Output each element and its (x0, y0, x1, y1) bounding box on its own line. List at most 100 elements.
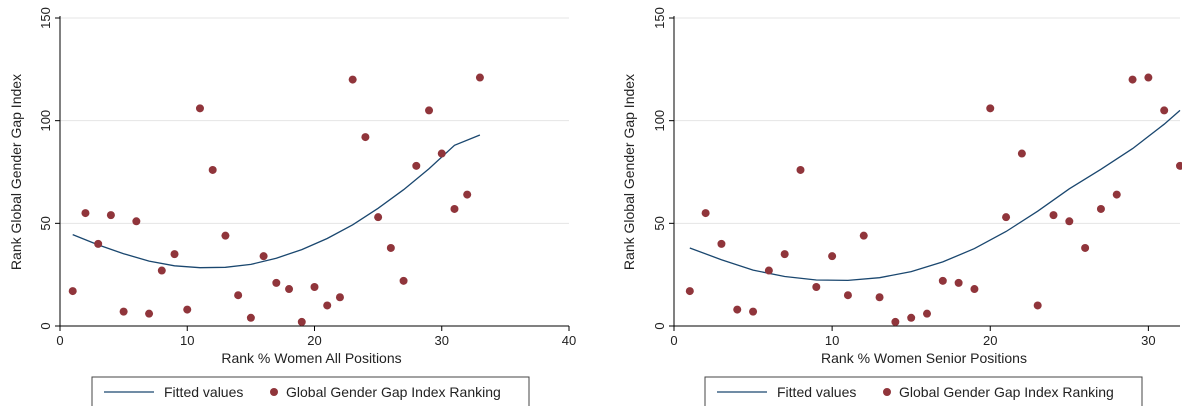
x-tick-label: 30 (1141, 333, 1155, 348)
data-point (132, 217, 141, 226)
data-point (907, 313, 916, 322)
data-point (348, 75, 357, 84)
legend: Fitted values Global Gender Gap Index Ran… (91, 376, 530, 406)
data-point (938, 276, 947, 285)
data-point (145, 309, 154, 318)
data-point (183, 305, 192, 314)
x-axis-title: Rank % Women All Positions (221, 350, 401, 366)
data-point (717, 239, 726, 248)
y-tick-label: 150 (652, 7, 667, 29)
legend-points-label: Global Gender Gap Index Ranking (899, 384, 1114, 400)
y-axis-title: Rank Global Gender Gap Index (8, 74, 24, 270)
data-point (81, 209, 90, 218)
data-point (685, 287, 694, 296)
data-point (437, 149, 446, 158)
data-point (106, 211, 115, 220)
data-point (923, 309, 931, 318)
legend-marker-swatch (270, 388, 278, 396)
data-point (1112, 190, 1121, 199)
x-tick-label: 40 (562, 333, 576, 348)
data-point (412, 161, 421, 170)
data-point (1002, 213, 1011, 222)
data-point (1049, 211, 1058, 220)
data-point (749, 307, 758, 316)
data-point (246, 313, 255, 322)
data-point (399, 276, 408, 285)
x-tick-label: 30 (435, 333, 449, 348)
legend: Fitted values Global Gender Gap Index Ran… (704, 376, 1143, 406)
data-point (361, 133, 370, 142)
x-tick-label: 20 (983, 333, 997, 348)
data-point (1160, 106, 1169, 115)
data-point (780, 250, 789, 259)
legend-marker-swatch (883, 388, 891, 396)
data-point (463, 190, 472, 199)
x-axis-title: Rank % Women Senior Positions (821, 350, 1027, 366)
data-point (386, 243, 395, 252)
x-tick-label: 10 (180, 333, 194, 348)
data-point (875, 293, 884, 302)
data-point (954, 278, 963, 287)
data-point (764, 266, 773, 275)
data-point (221, 231, 230, 240)
data-point (94, 239, 103, 248)
data-point (891, 317, 900, 326)
data-point (450, 204, 459, 213)
y-tick-label: 0 (652, 322, 667, 329)
data-point (272, 278, 281, 287)
data-point (843, 291, 852, 300)
data-point (335, 293, 344, 302)
y-tick-label: 0 (38, 322, 53, 329)
y-tick-label: 50 (38, 216, 53, 230)
data-point (1144, 73, 1153, 82)
data-point (195, 104, 204, 113)
y-tick-label: 150 (38, 7, 53, 29)
data-point (796, 165, 805, 174)
data-point (1065, 217, 1074, 226)
data-point (970, 285, 979, 294)
data-point (119, 307, 128, 316)
legend-fitted-label: Fitted values (777, 384, 856, 400)
fitted-values-line (72, 134, 481, 269)
data-point (733, 305, 742, 314)
data-point (1096, 204, 1105, 213)
y-axis-title: Rank Global Gender Gap Index (621, 74, 637, 270)
data-point (701, 209, 710, 218)
y-tick-label: 50 (652, 216, 667, 230)
fitted-values-line (689, 109, 1181, 282)
legend-fitted-label: Fitted values (164, 384, 243, 400)
y-tick-label: 100 (652, 110, 667, 132)
data-point (1128, 75, 1137, 84)
x-tick-label: 0 (56, 333, 63, 348)
data-point (323, 301, 332, 310)
data-point (812, 282, 821, 291)
data-point (234, 291, 243, 300)
data-point (859, 231, 868, 240)
legend-box (704, 376, 1143, 406)
data-point (310, 282, 319, 291)
data-point (374, 213, 383, 222)
data-point (986, 104, 995, 113)
legend-box (91, 376, 530, 406)
data-point (425, 106, 434, 115)
data-point (475, 73, 484, 82)
y-tick-label: 100 (38, 110, 53, 132)
data-point (157, 266, 166, 275)
data-point (68, 287, 77, 296)
x-tick-label: 20 (307, 333, 321, 348)
right-scatter-panel: 0 50 100 150 0 10 20 30 Rank % Women Senior Posi… (621, 7, 1182, 406)
data-point (208, 165, 217, 174)
legend-points-label: Global Gender Gap Index Ranking (286, 384, 501, 400)
data-point (1081, 243, 1090, 252)
data-point (828, 252, 837, 261)
data-point (259, 252, 268, 261)
x-tick-label: 10 (825, 333, 839, 348)
data-point (1176, 161, 1182, 170)
left-scatter-panel: 0 50 100 150 0 10 20 30 40 Rank % Women All Posit… (8, 7, 576, 406)
data-point (1033, 301, 1042, 310)
data-point (297, 317, 306, 326)
data-point (285, 285, 294, 294)
data-point (1017, 149, 1026, 158)
x-tick-label: 0 (670, 333, 677, 348)
